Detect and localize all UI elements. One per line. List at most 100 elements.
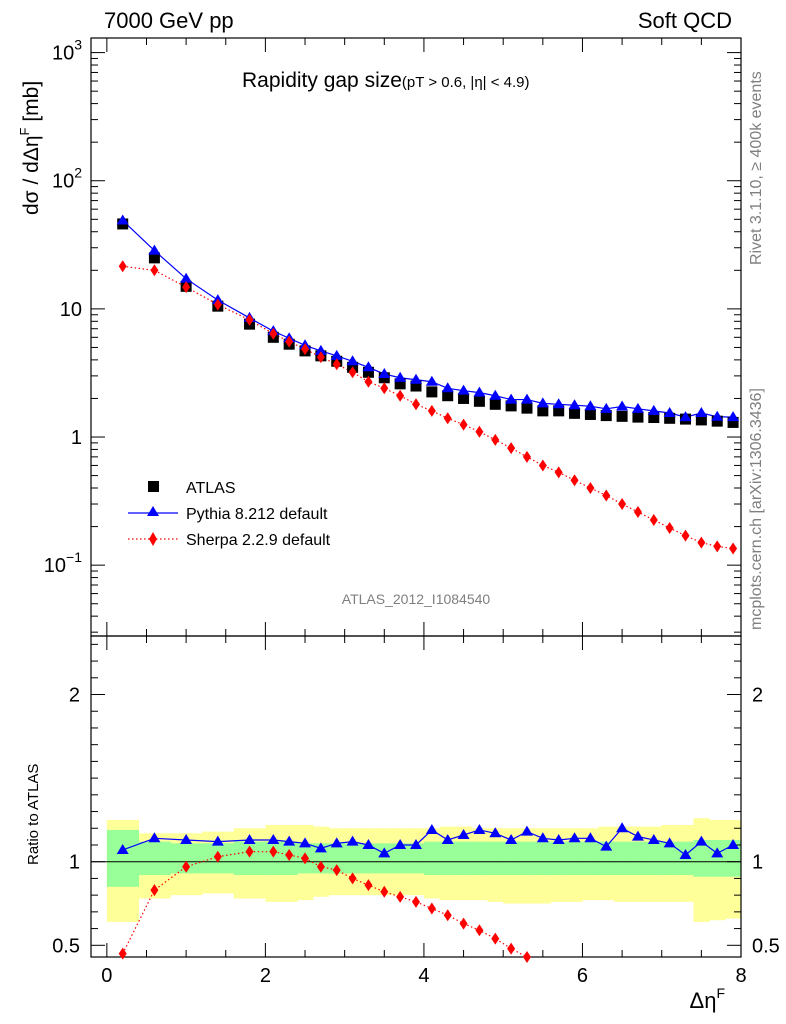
- xaxis-label-text: Δη: [690, 988, 717, 1013]
- pythia-point: [362, 361, 375, 372]
- pythia-ratio-point: [616, 822, 629, 833]
- sherpa-point: [301, 343, 310, 356]
- pythia-ratio-point: [283, 835, 296, 846]
- atlas-point: [410, 380, 422, 392]
- atlas-point: [489, 398, 501, 410]
- ratio-ylabel: Ratio to ATLAS: [25, 764, 42, 865]
- band-green: [408, 843, 425, 874]
- pythia-point: [330, 349, 343, 360]
- sherpa-ratio-point: [507, 942, 516, 955]
- sherpa-ratio-point: [348, 872, 357, 885]
- pythia-point: [711, 410, 724, 421]
- main-ytick-label-base: 1: [71, 427, 82, 449]
- xtick-label: 2: [260, 965, 271, 987]
- xaxis-label-sup: F: [716, 985, 725, 1001]
- band-green: [566, 841, 583, 876]
- sherpa-point: [213, 298, 222, 311]
- pythia-point: [378, 368, 391, 379]
- pythia-ratio-point: [441, 833, 454, 844]
- atlas-point: [362, 366, 374, 378]
- sherpa-point: [713, 540, 722, 553]
- sherpa-point: [348, 366, 357, 379]
- pythia-ratio-point: [410, 838, 422, 849]
- band-green: [471, 841, 488, 876]
- pythia-point: [552, 398, 565, 409]
- sherpa-point: [118, 260, 127, 273]
- sherpa-ratio-point: [301, 852, 310, 865]
- band-green: [423, 841, 441, 876]
- main-ytick-label-base: 10: [52, 43, 74, 65]
- band-green: [645, 841, 663, 876]
- pythia-point: [148, 244, 161, 255]
- pythia-ratio-point: [243, 833, 256, 844]
- band-green: [360, 843, 377, 874]
- band-green: [439, 841, 457, 876]
- sherpa-point: [427, 404, 436, 417]
- pythia-ratio-point: [457, 828, 470, 839]
- band-green: [328, 843, 346, 874]
- main-ylabel-text: dσ / dΔη: [20, 135, 43, 215]
- pythia-ratio-point: [663, 837, 676, 848]
- atlas-point: [442, 390, 454, 402]
- main-ytick-label-base: 10: [52, 171, 74, 193]
- band-green: [693, 839, 710, 877]
- main-ytick-label-base: 10: [60, 299, 82, 321]
- ratio-plot-frame: 0 2 4 6 8 2 2 1 1 0.5 0.5: [52, 635, 780, 987]
- band-green: [550, 841, 568, 876]
- pythia-ratio-point: [505, 833, 518, 844]
- main-ytick-label-base: 10: [44, 555, 66, 577]
- band-green: [614, 841, 631, 876]
- ratio-plot-border: [90, 635, 742, 958]
- atlas-point: [648, 412, 660, 424]
- sherpa-ratio-point: [245, 845, 254, 858]
- band-green: [138, 841, 171, 876]
- pythia-ratio-point: [727, 838, 740, 849]
- pythia-point: [631, 402, 644, 413]
- pythia-point: [679, 411, 692, 422]
- sherpa-point: [269, 327, 278, 340]
- header-right: Soft QCD: [638, 8, 732, 33]
- pythia-point: [647, 404, 660, 415]
- pythia-point: [616, 400, 629, 411]
- pythia-ratio-point: [600, 840, 613, 851]
- pythia-ratio-point: [394, 838, 407, 849]
- sherpa-point: [285, 335, 294, 348]
- sherpa-point: [475, 425, 484, 438]
- atlas-point: [537, 405, 549, 417]
- pythia-point: [536, 397, 549, 408]
- main-ytick-label: 10−1: [44, 549, 82, 577]
- atlas-point: [711, 415, 723, 427]
- sherpa-ratio-point: [396, 890, 405, 903]
- band-green: [265, 841, 282, 876]
- sherpa-ratio-point: [443, 909, 452, 922]
- atlas-point: [664, 412, 676, 424]
- sherpa-point: [380, 382, 389, 395]
- pythia-point: [180, 272, 193, 283]
- pythia-point: [568, 399, 581, 410]
- ratio-uncertainty-bands: [106, 818, 742, 922]
- ratio-ytick-label-right: 0.5: [752, 935, 780, 957]
- sherpa-point: [729, 542, 738, 555]
- sherpa-ratio-point: [475, 924, 484, 937]
- band-green: [534, 841, 552, 876]
- sherpa-point: [443, 412, 452, 425]
- sherpa-ratio-point: [150, 884, 159, 897]
- band-green: [630, 841, 647, 876]
- pythia-point: [695, 406, 708, 417]
- sherpa-point: [396, 389, 405, 402]
- atlas-point: [458, 392, 470, 404]
- band-green: [725, 839, 742, 877]
- pythia-ratio-point: [473, 823, 486, 834]
- legend-label-atlas: ATLAS: [186, 480, 236, 497]
- pythia-ratio-point: [695, 835, 708, 846]
- sherpa-ratio-point: [269, 845, 278, 858]
- sherpa-point: [245, 313, 254, 326]
- pythia-point: [394, 371, 407, 382]
- sherpa-ratio-point: [213, 850, 222, 863]
- band-green: [709, 839, 726, 877]
- plot-title-sub: (pT > 0.6, |η| < 4.9): [402, 74, 530, 91]
- pythia-ratio-point: [584, 832, 597, 843]
